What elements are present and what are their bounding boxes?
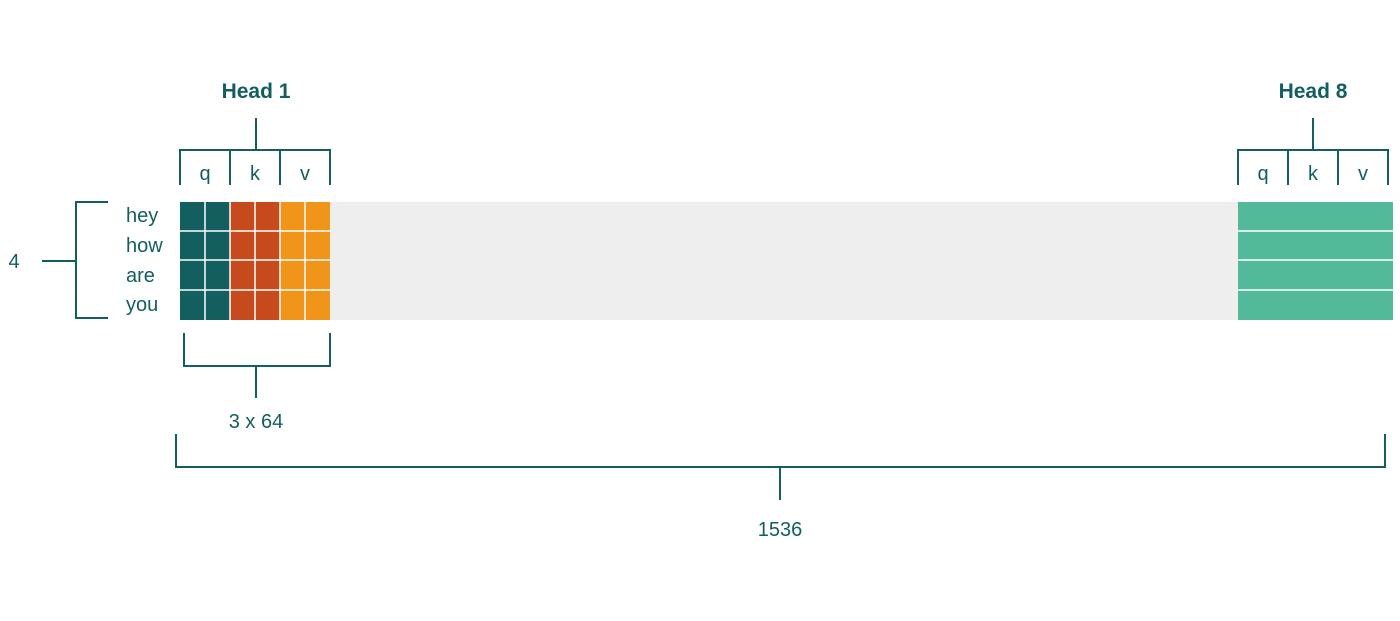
head-1-grid-lines — [180, 202, 330, 320]
token-label: how — [126, 235, 163, 257]
head-8-k-label: k — [1308, 163, 1319, 185]
head-1-v-label: v — [300, 163, 310, 185]
row-count-label: 4 — [8, 251, 19, 273]
head-1-q-label: q — [199, 163, 210, 185]
head-8-title: Head 8 — [1279, 80, 1348, 103]
head-8-qkv-block — [1238, 202, 1393, 320]
head-1-blocks — [180, 202, 330, 320]
embedding-track — [180, 202, 1393, 320]
head-1-title: Head 1 — [222, 80, 291, 103]
head-8-v-label: v — [1358, 163, 1368, 185]
total-width-bracket — [175, 434, 1386, 468]
head-8-q-label: q — [1257, 163, 1268, 185]
token-label: hey — [126, 205, 158, 227]
token-label: you — [126, 294, 158, 316]
total-width-label: 1536 — [758, 519, 803, 541]
head-width-label: 3 x 64 — [229, 411, 283, 433]
token-label: are — [126, 265, 155, 287]
head-1-k-label: k — [250, 163, 261, 185]
head-width-bracket — [183, 333, 331, 367]
rows-bracket — [75, 201, 108, 319]
head-8-blocks — [1238, 202, 1393, 320]
